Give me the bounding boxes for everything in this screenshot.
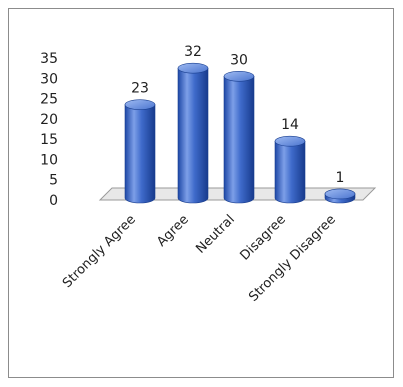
bar-cap	[177, 62, 209, 74]
x-category-label: Disagree	[237, 212, 288, 263]
x-category-label: Strongly Agree	[60, 212, 139, 291]
x-category-label: Neutral	[193, 212, 238, 257]
data-labels: 23 32 30 14 1	[131, 44, 344, 186]
x-axis: Strongly Agree Agree Neutral DisagreeStrong…	[60, 212, 339, 305]
y-tick-label: 20	[40, 112, 58, 128]
y-tick-label: 15	[40, 132, 58, 148]
bar	[223, 70, 255, 204]
bar-cap	[124, 99, 156, 110]
bar-body	[124, 104, 156, 204]
x-category-label: Agree	[154, 212, 192, 250]
data-label: 23	[131, 81, 149, 97]
x-category-label: Strongly Disagree	[246, 212, 339, 305]
data-label: 30	[230, 52, 248, 68]
y-tick-label: 0	[49, 193, 58, 209]
bar	[274, 135, 306, 204]
bar-cap	[274, 135, 306, 147]
y-tick-label: 5	[49, 173, 58, 189]
data-label: 32	[184, 44, 202, 60]
y-tick-label: 25	[40, 92, 58, 108]
data-label: 14	[281, 117, 299, 133]
bar	[177, 62, 209, 204]
y-axis: 0 5 10 15 20 25 30 35	[40, 51, 58, 209]
data-label: 1	[336, 170, 345, 186]
bar	[324, 188, 356, 204]
y-tick-label: 10	[40, 152, 58, 168]
y-tick-label: 35	[40, 51, 58, 67]
bar-cap	[324, 188, 356, 200]
bar	[124, 99, 156, 204]
bar-body	[223, 75, 255, 204]
bar-body	[274, 140, 306, 204]
bars	[124, 62, 356, 204]
y-tick-label: 30	[40, 71, 58, 87]
bar-body	[177, 67, 209, 204]
bar-cap	[223, 70, 255, 82]
